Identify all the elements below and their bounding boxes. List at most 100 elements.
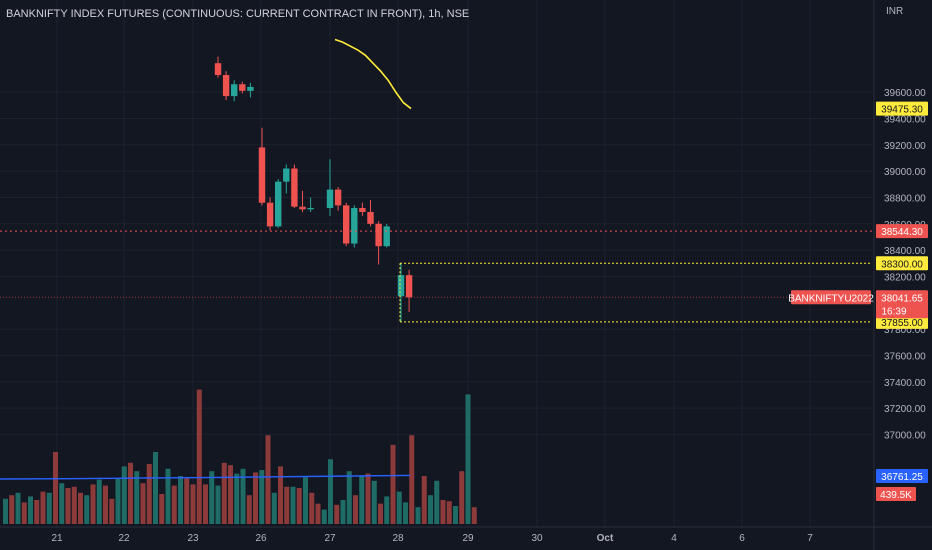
volume-bar <box>403 502 408 524</box>
candle-body <box>343 205 350 244</box>
price-label-box <box>876 314 928 329</box>
volume-bar <box>415 507 421 524</box>
price-label-box <box>876 101 928 116</box>
x-tick-label: 21 <box>51 533 63 544</box>
volume-ma-line <box>0 474 411 480</box>
volume-bar <box>371 480 377 524</box>
volume-bar <box>278 466 283 524</box>
x-tick-label: 6 <box>739 533 745 544</box>
volume-bar <box>265 435 271 524</box>
volume-bar <box>421 476 427 524</box>
volume-bar <box>103 485 108 524</box>
volume-bar <box>440 500 446 524</box>
candle-body <box>266 202 274 227</box>
volume-bar <box>59 483 65 524</box>
price-tick-label: 38800.00 <box>884 193 926 204</box>
last-price-text: 38041.65 <box>881 293 923 304</box>
volume-bar <box>140 483 146 524</box>
volume-bar <box>40 491 46 524</box>
volume-bar <box>215 485 221 524</box>
candle-body <box>405 275 413 298</box>
price-tick-label: 37800.00 <box>884 325 926 336</box>
candle-body <box>291 168 298 207</box>
volume-bar <box>259 470 265 524</box>
price-tick-label: 37400.00 <box>884 378 926 389</box>
x-tick-label: 23 <box>187 533 199 544</box>
volume-bar <box>365 473 371 524</box>
volume-bar <box>165 468 171 524</box>
volume-bar <box>78 492 83 524</box>
price-tick-label: 39200.00 <box>884 141 926 152</box>
volume-bar <box>384 496 390 524</box>
volume-bar <box>378 503 383 524</box>
volume-bar <box>146 464 152 524</box>
x-tick-label: 26 <box>255 533 267 544</box>
volume-bar <box>290 486 296 524</box>
candle-body <box>283 168 290 182</box>
volume-bar <box>346 471 352 524</box>
volume-bar <box>90 484 96 524</box>
price-tick-label: 39600.00 <box>884 88 926 99</box>
candle-body <box>307 208 314 210</box>
volume-bar <box>453 506 458 524</box>
volume-bar <box>240 468 246 524</box>
candle-body <box>214 63 222 76</box>
volume-bar <box>209 471 215 524</box>
volume-bar <box>228 465 233 524</box>
price-tick-label: 39000.00 <box>884 167 926 178</box>
candle-body <box>326 189 334 208</box>
volume-bar <box>246 495 252 524</box>
price-tick-label: 39400.00 <box>884 114 926 125</box>
volume-bar <box>34 500 40 524</box>
volume-bar <box>321 509 327 524</box>
volume-bar <box>128 462 133 524</box>
volume-bar <box>296 488 302 524</box>
chart-title: BANKNIFTY INDEX FUTURES (CONTINUOUS: CUR… <box>6 8 470 20</box>
volume-bar <box>3 498 8 524</box>
candle-body <box>222 75 230 97</box>
volume-bar <box>15 492 21 524</box>
volume-bar <box>28 496 33 524</box>
candle-body <box>231 84 238 97</box>
volume-bar <box>334 504 340 524</box>
candle-body <box>258 147 266 203</box>
volume-bar <box>9 495 15 524</box>
volume-bar <box>153 452 158 524</box>
volume-bar <box>21 502 27 524</box>
volume-bar <box>409 435 415 524</box>
last-volume-text: 439.5K <box>880 490 912 501</box>
volume-bar <box>303 477 308 524</box>
candle-body <box>351 208 358 244</box>
volume-ma-label-box <box>876 469 928 483</box>
candle-body <box>397 275 405 297</box>
x-tick-label: 28 <box>392 533 404 544</box>
x-tick-label: Oct <box>597 533 614 544</box>
candle-body <box>367 211 374 224</box>
volume-bar <box>184 478 190 524</box>
volume-bar <box>178 476 183 524</box>
volume-bar <box>353 495 358 524</box>
price-label-text: 38544.30 <box>881 227 923 238</box>
volume-bar <box>309 492 315 524</box>
volume-bar <box>115 478 121 524</box>
volume-bar <box>221 462 227 524</box>
x-tick-label: 29 <box>462 533 474 544</box>
volume-bar <box>121 466 127 524</box>
price-tick-label: 38200.00 <box>884 272 926 283</box>
volume-ma-label-text: 36761.25 <box>881 472 923 483</box>
volume-bar <box>203 484 208 524</box>
price-label-box <box>876 256 928 271</box>
volume-bar <box>328 459 333 524</box>
volume-bar <box>428 495 433 524</box>
candle-body <box>247 86 254 91</box>
price-label-text: 39475.30 <box>881 105 923 116</box>
x-tick-label: 27 <box>324 533 336 544</box>
price-tick-label: 37000.00 <box>884 430 926 441</box>
candle-body <box>275 181 282 227</box>
price-tick-label: 38400.00 <box>884 246 926 257</box>
price-label-text: 38300.00 <box>881 259 923 270</box>
candle-body <box>239 84 246 91</box>
volume-bar <box>446 501 452 524</box>
